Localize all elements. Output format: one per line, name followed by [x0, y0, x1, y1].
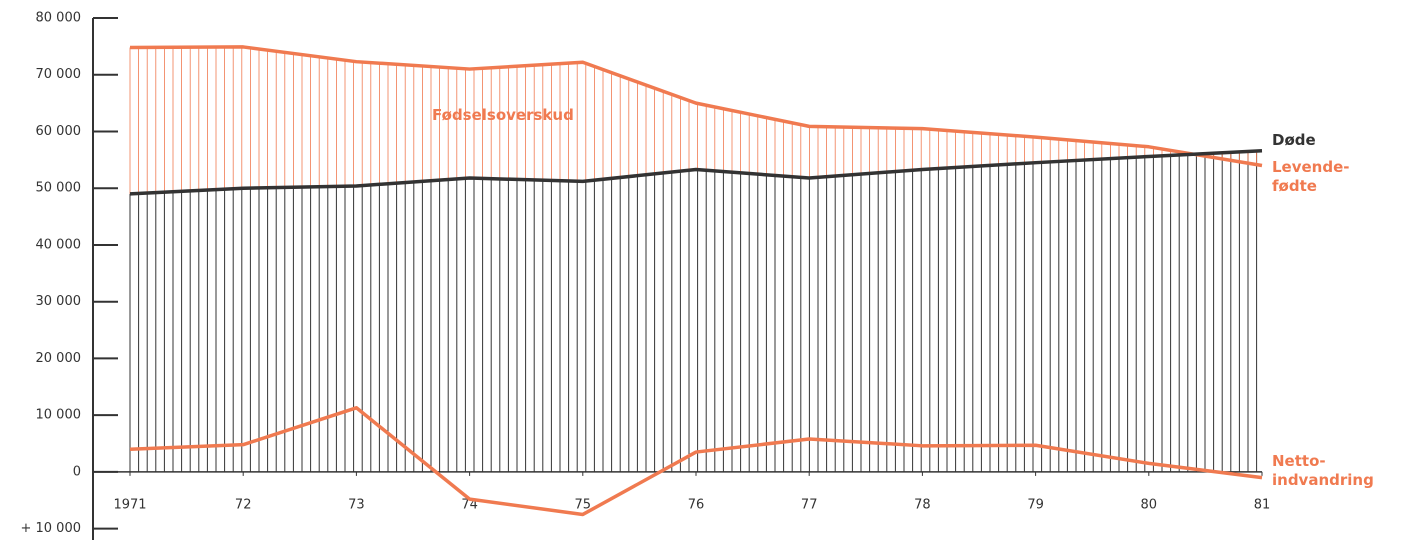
y-tick-label: 70 000: [36, 67, 82, 82]
x-tick-label: 77: [801, 497, 818, 512]
y-tick-label: + 10 000: [20, 521, 81, 536]
line: [129, 45, 1263, 168]
y-tick-label: 0: [73, 464, 81, 479]
x-tick-label: 73: [348, 497, 365, 512]
y-tick-label: 10 000: [36, 408, 82, 423]
legend-label: Døde: [1272, 130, 1316, 149]
annotation: Fødselsoverskud: [432, 106, 574, 124]
x-tick-label: 72: [235, 497, 252, 512]
y-tick-label: 40 000: [36, 237, 82, 252]
y-tick-label: 50 000: [36, 181, 82, 196]
y-tick-label: 60 000: [36, 124, 82, 139]
x-tick-label: 80: [1141, 497, 1158, 512]
legend-label: Netto- indvandring: [1272, 451, 1374, 489]
y-tick-label: 20 000: [36, 351, 82, 366]
x-tick-label: 76: [688, 497, 705, 512]
x-tick-label: 1971: [113, 497, 146, 512]
line: [129, 406, 1263, 517]
x-tick-label: 75: [575, 497, 592, 512]
legend-label: Levende- fødte: [1272, 157, 1350, 195]
x-tick-label: 79: [1027, 497, 1044, 512]
y-tick-label: 30 000: [36, 294, 82, 309]
x-tick-label: 78: [914, 497, 931, 512]
line: [129, 149, 1263, 196]
x-tick-label: 81: [1254, 497, 1271, 512]
y-tick-label: 80 000: [36, 11, 82, 26]
